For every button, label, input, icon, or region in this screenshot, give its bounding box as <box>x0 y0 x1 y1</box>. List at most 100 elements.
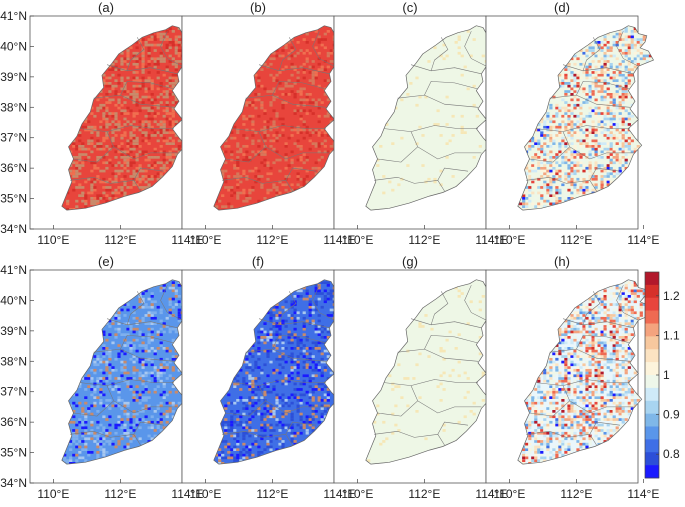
pixel-texture <box>519 27 652 211</box>
latitude-tick-label: 36°N <box>0 161 27 175</box>
colorbar-swatch <box>645 362 659 376</box>
map-panel-g: (g) 110°E 112°E 114°E <box>333 254 507 501</box>
colorbar-swatch <box>645 284 659 299</box>
district-boundary <box>582 37 601 71</box>
longitude-tick-label: 112°E <box>104 487 136 501</box>
longitude-tick-label: 112°E <box>560 487 592 501</box>
district-boundary <box>245 348 327 362</box>
district-boundary <box>106 385 178 414</box>
longitude-tick-label: 110°E <box>189 233 221 247</box>
district-boundary <box>272 81 327 96</box>
district-boundary <box>589 421 621 435</box>
district-boundary <box>430 37 449 71</box>
colorbar-swatch <box>645 336 659 350</box>
longitude-tick-label: 114°E <box>627 487 659 501</box>
district-boundary <box>562 385 634 414</box>
colorbar-swatch <box>645 349 659 363</box>
district-boundary <box>562 131 634 160</box>
latitude-tick-label: 34°N <box>0 222 27 236</box>
longitude-tick-label: 112°E <box>408 487 440 501</box>
district-boundary <box>126 291 145 325</box>
district-boundary <box>562 64 634 75</box>
colorbar-tick-label: 1.1 <box>663 328 680 342</box>
colorbar-tick-label: 1 <box>663 368 670 382</box>
latitude-tick-label: 35°N <box>0 446 27 460</box>
longitude-tick-label: 110°E <box>341 233 373 247</box>
map-panel-b: (b) 110°E 112°E 114°E <box>181 0 355 247</box>
longitude-tick-label: 112°E <box>256 487 288 501</box>
district-boundary <box>374 431 445 446</box>
region-fill <box>365 25 502 211</box>
colorbar-swatch <box>645 439 659 453</box>
district-boundary <box>536 125 630 132</box>
district-boundary <box>549 94 631 108</box>
district-boundary <box>70 431 141 446</box>
panel-label: (f) <box>252 254 264 269</box>
longitude-tick-label: 112°E <box>408 233 440 247</box>
longitude-tick-label: 114°E <box>323 487 355 501</box>
district-boundary <box>222 177 293 192</box>
longitude-tick-label: 114°E <box>323 233 355 247</box>
district-boundary <box>374 177 445 192</box>
colorbar-swatch <box>645 310 659 324</box>
district-boundary <box>285 167 317 181</box>
latitude-tick-label: 34°N <box>0 476 27 490</box>
district-boundary <box>529 146 570 163</box>
latitude-tick-label: 41°N <box>0 263 27 277</box>
colorbar-swatch <box>645 387 659 402</box>
latitude-tick-label: 40°N <box>0 293 27 307</box>
district-boundary <box>258 64 330 75</box>
district-boundary <box>232 125 326 132</box>
latitude-tick-label: 39°N <box>0 324 27 338</box>
latitude-tick-label: 36°N <box>0 415 27 429</box>
pixel-texture <box>215 30 348 208</box>
district-boundary <box>536 379 630 386</box>
colorbar-swatch <box>645 413 659 427</box>
panel-label: (b) <box>250 0 266 15</box>
district-boundary <box>397 348 479 362</box>
district-boundary <box>222 431 293 446</box>
map-panel-f: (f) 110°E 112°E 114°E <box>181 254 355 501</box>
district-boundary <box>582 291 601 325</box>
colorbar-swatch <box>645 375 659 389</box>
district-boundary <box>258 131 330 160</box>
district-boundary <box>126 37 145 71</box>
colorbar-tick-label: 0.9 <box>663 408 680 422</box>
district-boundary <box>232 379 326 386</box>
district-boundary <box>312 285 335 321</box>
longitude-tick-label: 112°E <box>560 233 592 247</box>
district-boundary <box>377 146 418 163</box>
longitude-tick-label: 110°E <box>189 487 221 501</box>
district-boundary <box>160 285 183 321</box>
map-panel-e: (e) 110°E 112°E 114°E <box>29 254 203 501</box>
district-boundary <box>430 291 449 325</box>
longitude-tick-label: 110°E <box>341 487 373 501</box>
pixel-texture <box>519 281 652 465</box>
district-boundary <box>576 335 631 350</box>
district-boundary <box>410 318 482 329</box>
district-boundary <box>616 31 639 67</box>
longitude-tick-label: 110°E <box>493 233 525 247</box>
longitude-tick-label: 114°E <box>627 233 659 247</box>
district-boundary <box>80 379 174 386</box>
district-boundary <box>93 348 175 362</box>
district-boundary <box>397 94 479 108</box>
map-panel-h: (h) 110°E 112°E 114°E <box>485 254 659 501</box>
latitude-tick-label: 39°N <box>0 70 27 84</box>
district-boundary <box>410 131 482 160</box>
colorbar-swatch <box>645 297 659 311</box>
longitude-tick-label: 114°E <box>171 487 203 501</box>
district-boundary <box>285 421 317 435</box>
longitude-tick-label: 114°E <box>475 487 507 501</box>
district-boundary <box>424 335 479 350</box>
district-boundary <box>278 291 297 325</box>
district-boundary <box>437 167 469 181</box>
panel-label: (g) <box>402 254 418 269</box>
district-boundary <box>529 400 570 417</box>
district-boundary <box>106 131 178 160</box>
district-boundary <box>589 167 621 181</box>
latitude-tick-label: 40°N <box>0 39 27 53</box>
district-boundary <box>133 167 165 181</box>
district-boundary <box>106 64 178 75</box>
